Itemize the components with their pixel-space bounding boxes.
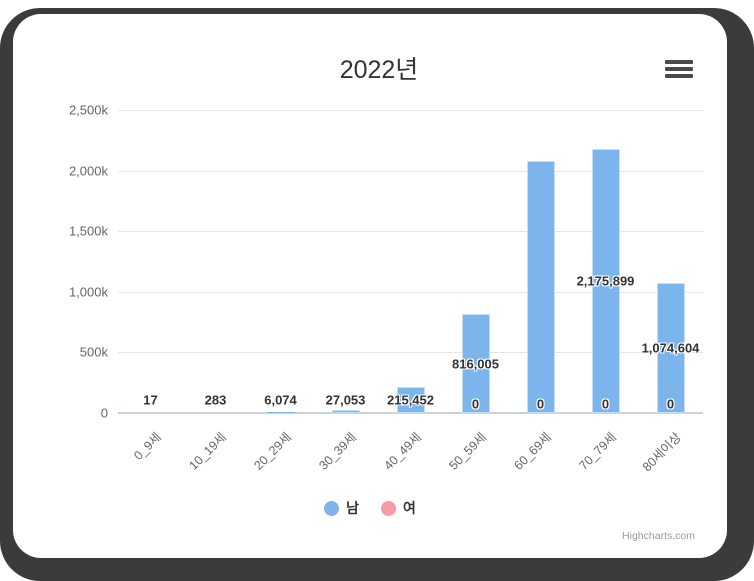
chart-area: 2022년 0 500k 1,000k 1,500k 2,000k 2,500k 0_9세 1… bbox=[13, 14, 727, 558]
y-gridline bbox=[118, 170, 703, 172]
data-label-female: 0 bbox=[601, 396, 610, 412]
chart-card: 2022년 0 500k 1,000k 1,500k 2,000k 2,500k 0_9세 1… bbox=[13, 14, 727, 558]
data-label-male: 283 bbox=[204, 392, 227, 408]
x-axis-category-label: 10_19세 bbox=[185, 430, 229, 473]
bar-male-60_69세[interactable] bbox=[526, 160, 555, 413]
y-gridline bbox=[118, 291, 703, 293]
y-gridline bbox=[118, 110, 703, 111]
data-label-male: 1,074,604 bbox=[641, 340, 700, 356]
hamburger-bar bbox=[665, 60, 693, 64]
x-axis-category-label: 0_9세 bbox=[130, 430, 164, 463]
x-axis-category-label: 20_29세 bbox=[250, 430, 294, 473]
legend-item-male[interactable]: 남 bbox=[324, 498, 359, 518]
x-axis-category-label: 40_49세 bbox=[380, 430, 424, 473]
y-axis-tick-label: 2,000k bbox=[68, 163, 108, 179]
data-label-male: 27,053 bbox=[325, 392, 366, 408]
data-label-male: 215,452 bbox=[387, 392, 434, 408]
y-gridline bbox=[118, 352, 703, 354]
bar-male-80세이상[interactable] bbox=[656, 282, 685, 413]
hamburger-icon[interactable] bbox=[665, 56, 693, 82]
data-label-male: 17 bbox=[143, 392, 158, 408]
bar-male-70_79세[interactable] bbox=[591, 149, 620, 413]
y-axis-tick-label: 2,500k bbox=[68, 102, 108, 118]
y-axis-tick-label: 1,500k bbox=[68, 223, 108, 239]
x-axis-category-label: 70_79세 bbox=[575, 430, 619, 473]
legend: 남 여 bbox=[13, 498, 727, 518]
y-axis-tick-label: 0 bbox=[100, 405, 108, 421]
bar-male-30_39세[interactable] bbox=[331, 409, 360, 413]
data-label-female: 0 bbox=[536, 396, 545, 412]
bar-male-20_29세[interactable] bbox=[266, 412, 295, 413]
bar-male-40_49세[interactable] bbox=[396, 386, 425, 413]
data-label-female: 0 bbox=[471, 396, 480, 412]
x-axis-category-label: 80세이상 bbox=[639, 430, 684, 475]
data-label-male: 6,074 bbox=[264, 392, 297, 408]
x-axis-category-label: 60_69세 bbox=[510, 430, 554, 473]
legend-marker-female bbox=[381, 500, 396, 516]
y-gridline bbox=[118, 231, 703, 233]
highcharts-credits-link[interactable]: Highcharts.com bbox=[622, 530, 695, 542]
y-axis-tick-label: 1,000k bbox=[68, 284, 108, 300]
legend-label-female: 여 bbox=[403, 500, 416, 516]
data-label-male: 2,175,899 bbox=[576, 273, 635, 289]
x-axis-category-label: 50_59세 bbox=[445, 430, 489, 473]
x-axis-category-label: 30_39세 bbox=[315, 430, 359, 473]
hamburger-bar bbox=[665, 67, 693, 71]
bar-male-50_59세[interactable] bbox=[461, 314, 490, 413]
chart-title: 2022년 bbox=[339, 56, 419, 84]
y-axis-tick-label: 500k bbox=[79, 344, 108, 360]
legend-item-female[interactable]: 여 bbox=[381, 498, 416, 518]
data-label-male: 816,005 bbox=[452, 356, 499, 372]
legend-marker-male bbox=[324, 500, 340, 516]
x-axis-line bbox=[118, 412, 703, 414]
data-label-female: 0 bbox=[666, 396, 675, 412]
legend-label-male: 남 bbox=[346, 500, 359, 516]
hamburger-bar bbox=[665, 74, 693, 78]
